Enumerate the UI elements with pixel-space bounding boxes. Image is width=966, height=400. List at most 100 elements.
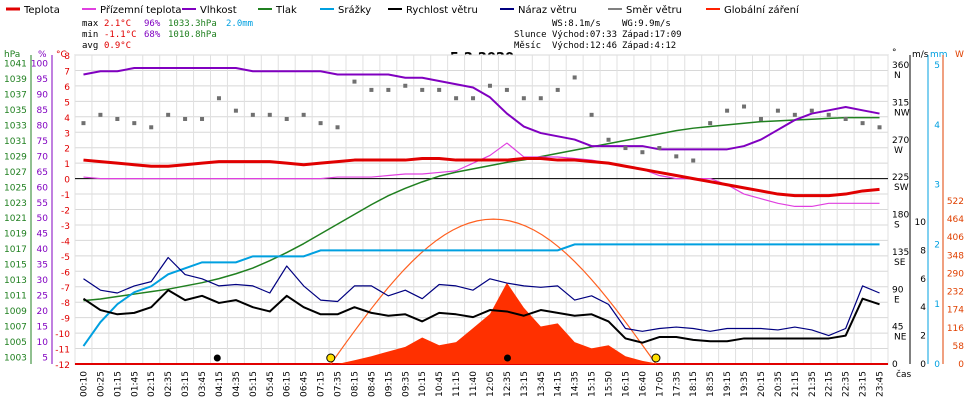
tick-label-time: 07:15 <box>317 371 327 397</box>
tick-label-temp: 8 <box>64 52 70 62</box>
tick-label-pct: 20 <box>37 307 49 317</box>
tick-label-temp: 4 <box>64 114 70 124</box>
tick-label-temp: -11 <box>55 346 70 356</box>
tick-label-pct: 45 <box>37 230 48 240</box>
tick-label-time: 10:15 <box>418 371 428 397</box>
tick-label-dir-name: S <box>894 221 900 231</box>
unit-w: W <box>955 50 964 60</box>
stat-mesic-vychod: Východ:12:46 <box>552 41 617 51</box>
tick-label-temp: -7 <box>61 284 70 294</box>
tick-label-ms: 2 <box>920 332 926 342</box>
tick-label-ms: 4 <box>920 303 926 313</box>
tick-label-time: 01:15 <box>113 371 123 397</box>
unit-degc: °C <box>56 50 67 60</box>
tick-label-dir: 360 <box>892 61 909 71</box>
wind-dir-point <box>403 83 408 88</box>
tick-label-mm: 0 <box>934 360 940 370</box>
tick-label-dir: 135 <box>892 248 909 258</box>
wind-dir-point <box>504 87 509 92</box>
stat-min-hum: 68% <box>144 30 161 40</box>
tick-label-time: 11:15 <box>452 371 462 397</box>
wind-dir-point <box>352 79 357 84</box>
tick-label-pct: 30 <box>37 276 49 286</box>
sunset-icon <box>651 353 661 363</box>
tick-label-temp: -12 <box>55 361 70 371</box>
markers <box>213 353 661 363</box>
stat-wg: WG:9.9m/s <box>622 19 671 29</box>
stat-max-press: 1033.3hPa <box>168 19 217 29</box>
tick-label-hpa: 1007 <box>4 322 27 332</box>
tick-label-time: 03:45 <box>198 371 208 397</box>
tick-label-temp: -4 <box>61 237 70 247</box>
stat-min-label: min <box>82 30 98 40</box>
wind-dir-point <box>572 75 577 80</box>
tick-label-hpa: 1037 <box>4 91 27 101</box>
series-vlhkost <box>83 67 880 151</box>
tick-label-dir: 0 <box>892 360 898 370</box>
wind-dir-point <box>98 112 103 117</box>
tick-label-dir: 45 <box>892 323 903 333</box>
tick-label-pct: 85 <box>37 106 48 116</box>
tick-label-hpa: 1033 <box>4 122 27 132</box>
tick-label-time: 13:15 <box>520 371 530 397</box>
wind-dir-point <box>233 108 238 113</box>
tick-label-pct: 25 <box>37 291 48 301</box>
legend-item-teplota: Teplota <box>6 5 60 16</box>
tick-label-w: 174 <box>947 306 964 316</box>
wind-dir-point <box>386 87 391 92</box>
wind-dir-point <box>216 96 221 101</box>
tick-label-pct: 35 <box>37 261 48 271</box>
wind-dir-point <box>657 146 662 151</box>
series-srazky <box>82 243 880 347</box>
tick-label-time: 16:40 <box>638 371 648 397</box>
series-rychlost-vetru <box>82 289 880 344</box>
tick-label-pct: 65 <box>37 168 48 178</box>
legend-label: Směr větru <box>626 4 682 16</box>
tick-label-time: 01:45 <box>130 371 140 397</box>
legend-item-rychlost-vetru: Rychlost větru <box>388 4 478 16</box>
tick-label-time: 08:45 <box>367 371 377 397</box>
legend-label: Přízemní teplota <box>100 4 182 16</box>
tick-label-ms: 0 <box>920 360 926 370</box>
legend-item-prizemni-teplota: Přízemní teplota <box>82 4 182 16</box>
stat-slunce-vychod: Východ:07:33 <box>552 30 617 40</box>
legend-item-globalni-zareni: Globální záření <box>706 4 800 16</box>
wind-dir-point <box>725 108 730 113</box>
wind-dir-point <box>183 116 188 121</box>
stat-max-rain: 2.0mm <box>226 19 253 29</box>
tick-label-hpa: 1003 <box>4 353 27 363</box>
stat-min-press: 1010.8hPa <box>168 30 217 40</box>
legend-label: Srážky <box>338 4 371 16</box>
tick-label-temp: -6 <box>61 268 70 278</box>
tick-label-hpa: 1035 <box>4 106 27 116</box>
stat-mesic: Měsíc <box>514 41 541 51</box>
tick-label-time: 05:45 <box>266 371 276 397</box>
tick-label-temp: 7 <box>64 67 70 77</box>
tick-label-hpa: 1029 <box>4 152 27 162</box>
tick-label-temp: -10 <box>55 330 70 340</box>
wind-dir-point <box>555 87 560 92</box>
series-naraz-vetru <box>83 256 880 337</box>
wind-dir-point <box>166 112 171 117</box>
tick-label-hpa: 1013 <box>4 276 27 286</box>
tick-label-time: 18:15 <box>689 371 699 397</box>
tick-label-time: 21:15 <box>791 371 801 397</box>
legend-item-srazky: Srážky <box>320 4 371 16</box>
wind-dir-point <box>589 112 594 117</box>
tick-label-time: 04:15 <box>215 371 225 397</box>
legend-item-smer-vetru: Směr větru <box>608 4 682 16</box>
tick-label-time: 12:35 <box>503 371 513 397</box>
tick-label-dir-name: NW <box>894 108 910 118</box>
wind-dir-point <box>792 112 797 117</box>
tick-label-mm: 1 <box>934 300 940 310</box>
tick-label-w: 290 <box>947 269 964 279</box>
tick-label-hpa: 1039 <box>4 75 27 85</box>
wind-dir-point <box>708 121 713 126</box>
tick-label-time: 00:25 <box>96 371 106 397</box>
tick-label-time: 11:40 <box>469 371 479 397</box>
wind-dir-point <box>843 116 848 121</box>
wind-dir-point <box>758 116 763 121</box>
tick-label-dir-name: W <box>894 146 903 156</box>
wind-dir-point <box>521 96 526 101</box>
tick-label-hpa: 1009 <box>4 307 27 317</box>
